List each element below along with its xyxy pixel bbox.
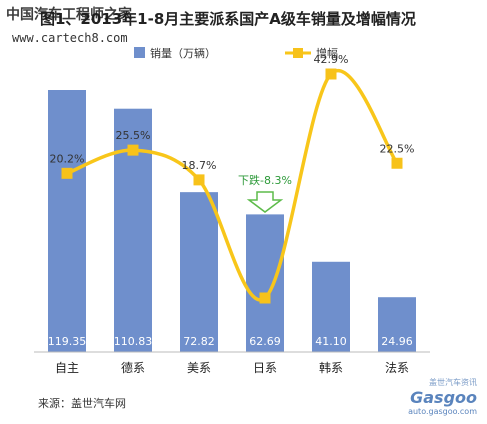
bar-美系 xyxy=(180,192,218,352)
bar-value-label: 41.10 xyxy=(315,335,347,348)
bar-value-label: 110.83 xyxy=(114,335,153,348)
growth-label: 42.9% xyxy=(314,53,349,66)
bar-value-label: 62.69 xyxy=(249,335,281,348)
bar-自主 xyxy=(48,90,86,352)
watermark-text: 中国汽车工程师之家 xyxy=(6,7,132,23)
bar-value-label: 24.96 xyxy=(381,335,413,348)
growth-marker xyxy=(61,167,73,179)
source-note: 来源：盖世汽车网 xyxy=(38,397,126,410)
growth-marker xyxy=(325,68,337,80)
bar-法系 xyxy=(378,297,416,352)
category-label: 韩系 xyxy=(319,360,343,375)
growth-label-negative: 下跌-8.3% xyxy=(238,173,292,187)
growth-marker xyxy=(127,144,139,156)
bar-value-label: 72.82 xyxy=(183,335,215,348)
legend-label-sales: 销量（万辆） xyxy=(150,46,216,60)
bar-韩系 xyxy=(312,261,350,352)
growth-label: 18.7% xyxy=(182,159,217,172)
growth-label: 22.5% xyxy=(380,142,415,155)
bar-value-label: 119.35 xyxy=(48,335,87,348)
legend-marker-growth xyxy=(293,48,303,58)
logo-url-text: auto.gasgoo.com xyxy=(408,407,477,416)
legend-swatch-sales xyxy=(134,47,145,58)
logo-cn-text: 盖世汽车资讯 xyxy=(429,378,477,387)
legend-label-growth: 增幅 xyxy=(316,46,338,60)
category-label: 自主 xyxy=(55,361,79,375)
bar-日系 xyxy=(246,214,284,352)
category-label: 德系 xyxy=(121,360,145,375)
growth-marker xyxy=(193,174,205,186)
growth-label: 25.5% xyxy=(116,129,151,142)
growth-marker xyxy=(391,157,403,169)
logo-main-text: Gasgoo xyxy=(410,388,477,407)
category-label: 日系 xyxy=(253,361,277,375)
chart-title: 图1、2013年1-8月主要派系国产A级车销量及增幅情况 xyxy=(40,10,416,28)
category-label: 美系 xyxy=(187,361,211,375)
category-label: 法系 xyxy=(385,361,409,375)
growth-label: 20.2% xyxy=(50,152,85,165)
gasgoo-logo: 盖世汽车资讯 Gasgoo auto.gasgoo.com xyxy=(408,377,477,416)
growth-marker xyxy=(259,292,271,304)
watermark-url: www.cartech8.com xyxy=(12,31,128,45)
down-arrow-icon xyxy=(246,191,284,213)
